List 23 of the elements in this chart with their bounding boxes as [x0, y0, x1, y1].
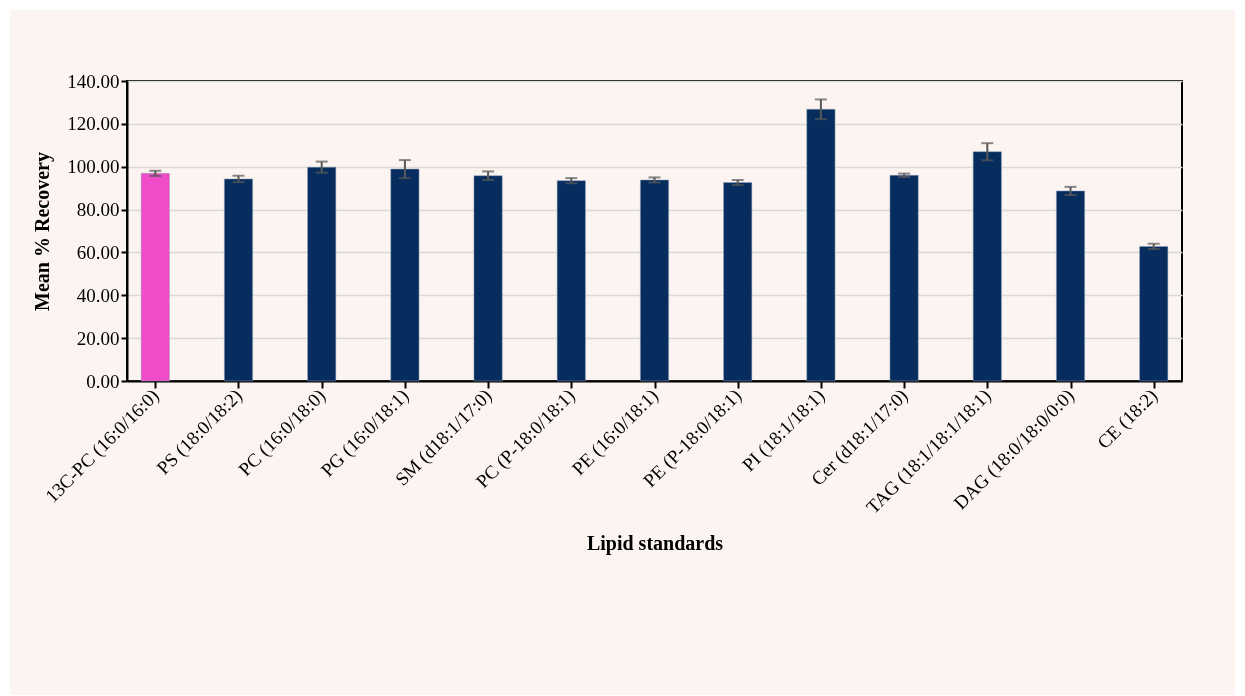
bar — [556, 180, 586, 382]
x-axis-title: Lipid standards — [586, 531, 724, 555]
y-tick-label: 120.00 — [67, 113, 120, 135]
bar — [1139, 246, 1169, 382]
y-tick-label: 80.00 — [76, 199, 120, 221]
y-tick-label: 60.00 — [76, 241, 120, 263]
bar — [640, 179, 669, 382]
bar — [1056, 190, 1085, 382]
bar — [390, 168, 420, 382]
y-tick-label: 140.00 — [67, 70, 120, 92]
bar — [972, 151, 1002, 382]
bar — [889, 175, 919, 382]
y-tick-label: 0.00 — [86, 370, 120, 392]
bar — [307, 166, 337, 382]
bar — [723, 182, 753, 382]
bar — [806, 109, 836, 382]
y-axis-title: Mean % Recovery — [31, 152, 55, 311]
y-tick-label: 40.00 — [76, 284, 120, 306]
bar — [473, 175, 503, 382]
bar — [140, 173, 170, 382]
y-tick-label: 100.00 — [67, 156, 120, 178]
y-tick-label: 20.00 — [76, 327, 120, 349]
bar — [224, 178, 253, 382]
